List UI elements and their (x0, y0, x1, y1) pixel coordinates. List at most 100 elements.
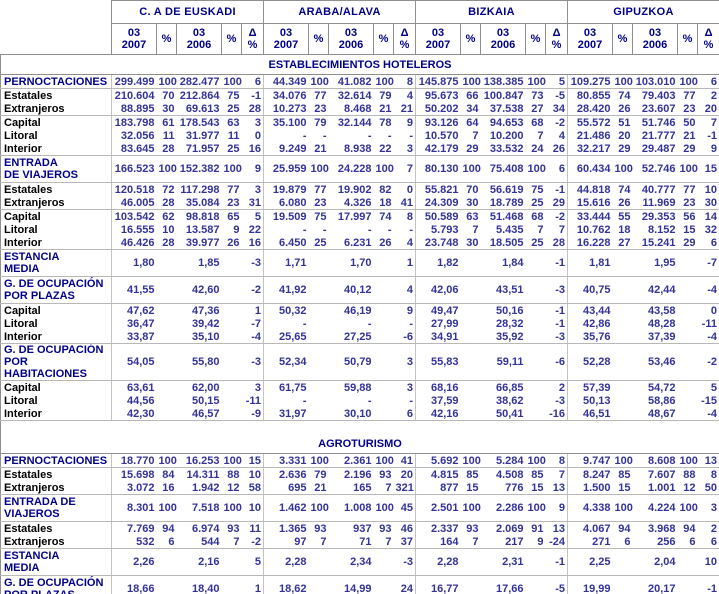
value-cell: - (263, 394, 309, 407)
percent-cell: 28 (156, 236, 177, 250)
delta-cell: 8 (393, 74, 416, 89)
delta-cell: 3 (254, 116, 262, 129)
value-cell: 43,58 (648, 304, 676, 317)
percent-cell: 70 (162, 89, 175, 102)
percent-header: % (221, 23, 242, 55)
percent-cell: 21 (373, 102, 394, 116)
delta-cell: 8 (545, 453, 568, 468)
percent-cell (460, 330, 481, 344)
value-cell: 776 (480, 481, 526, 495)
value-cell: 35,10 (176, 330, 222, 344)
delta-cell: -24 (545, 535, 568, 549)
percent-header: % (525, 23, 547, 55)
value-cell: 50.589 (415, 209, 461, 223)
value-cell: - (367, 223, 372, 236)
delta-cell: 9 (241, 155, 264, 183)
table-row: G. DE OCUPACIÓN POR PLAZAS18,66 18,40 118,… (0, 575, 719, 594)
percent-cell (526, 317, 546, 330)
value-cell: - (367, 317, 372, 330)
value-cell: 1.001 (632, 481, 678, 495)
percent-cell: 11 (227, 129, 240, 142)
percent-cell (373, 343, 394, 381)
percent-cell: 100 (221, 453, 242, 468)
value-cell: 120.518 (111, 182, 157, 196)
delta-cell: 1 (393, 249, 416, 277)
row-label: Interior (0, 236, 112, 250)
delta-pct-header: Δ % (240, 23, 265, 55)
delta-cell: 34 (545, 102, 568, 116)
period-header: 03 2006 (176, 23, 222, 55)
value-cell: 2.337 (415, 521, 461, 535)
table-row: ENTRADA DE VIAJEROS 8.301 100 7.518 100 10 1.4… (0, 494, 719, 522)
percent-cell: 100 (525, 494, 546, 522)
percent-cell: 9 (233, 223, 240, 236)
value-cell: 14.311 (186, 468, 220, 481)
value-cell: 97 (263, 535, 309, 549)
value-cell: 98.818 (185, 210, 220, 223)
delta-cell: -2 (555, 210, 566, 223)
value-cell: 34,91 (415, 330, 461, 344)
value-cell: 44.818 (567, 182, 613, 196)
value-cell: 41.082 (328, 74, 374, 89)
percent-cell (374, 381, 394, 395)
table-row: ESTANCIA MEDIA 2,26 2,16 5 2,28 2,34 -3 2,28 2,3… (0, 548, 719, 576)
value-cell: 36,47 (111, 317, 157, 330)
percent-cell: 34 (460, 102, 481, 116)
value-cell: 51.468 (489, 210, 524, 223)
percent-cell (222, 381, 242, 395)
percent-cell (222, 317, 242, 330)
delta-cell: -2 (697, 343, 719, 381)
value-cell: 55,80 (176, 343, 222, 381)
percent-cell (309, 394, 329, 407)
value-cell: 1,80 (111, 249, 157, 277)
percent-cell (525, 407, 546, 421)
percent-cell: 28 (156, 196, 177, 210)
value-cell: 35.100 (263, 115, 309, 129)
value-cell: 80.130 (415, 155, 461, 183)
percent-cell: 12 (677, 481, 698, 495)
value-cell: 93.126 (415, 115, 461, 129)
percent-cell: 29 (460, 142, 481, 156)
value-cell: 1,95 (632, 249, 678, 277)
value-cell: 16,77 (415, 575, 461, 594)
value-cell: 32.056 (111, 129, 157, 142)
value-cell: 50,41 (480, 407, 526, 421)
row-label: Extranjeros (0, 481, 112, 495)
value-cell: - (263, 317, 309, 330)
percent-cell: 10 (162, 223, 175, 236)
value-cell: 1.462 (263, 494, 309, 522)
percent-cell (612, 407, 633, 421)
row-label: Extranjeros (0, 535, 112, 549)
percent-cell (525, 343, 546, 381)
percent-cell (157, 317, 177, 330)
delta-cell: -1 (697, 129, 719, 142)
delta-cell: -1 (545, 249, 568, 277)
percent-cell: 55 (618, 210, 631, 223)
delta-cell: 11 (249, 522, 262, 535)
percent-cell: 100 (373, 453, 394, 468)
row-label: Litoral (0, 223, 112, 236)
value-cell: 42,44 (632, 276, 678, 304)
table-row: Extranjeros 3.072 16 1.942 12 58 695 21 165 7 321 8… (0, 481, 719, 495)
value-cell: 55.821 (415, 182, 461, 196)
percent-cell: 100 (612, 453, 633, 468)
percent-cell: 100 (677, 494, 698, 522)
delta-cell: 16 (241, 142, 264, 156)
percent-cell: 64 (466, 116, 479, 129)
value-cell: 46,51 (567, 407, 613, 421)
table-row: Litoral 36,47 39,42 -7- - -27,99 28,32 -1 42,86 4… (0, 317, 719, 330)
value-cell: 68,16 (415, 380, 461, 394)
value-cell: 178.543 (179, 116, 220, 129)
percent-cell: 7 (472, 129, 479, 142)
table-row: Interior 33,87 35,10 -4 25,65 27,25 -6 34,91 35,… (0, 330, 719, 344)
value-cell: 37,59 (415, 394, 461, 407)
percent-cell: 27 (525, 102, 546, 116)
value-cell: 48,28 (648, 317, 676, 330)
value-cell: 2,25 (567, 548, 613, 576)
value-cell: 15.698 (111, 467, 157, 481)
table-row: ESTANCIA MEDIA 1,80 1,85 -3 1,71 1,70 1 1,82 1,8… (0, 249, 719, 277)
percent-cell: 94 (162, 522, 175, 535)
row-label: G. DE OCUPACIÓN POR PLAZAS (0, 276, 112, 304)
percent-cell: 100 (525, 453, 546, 468)
delta-cell: 29 (545, 196, 568, 210)
